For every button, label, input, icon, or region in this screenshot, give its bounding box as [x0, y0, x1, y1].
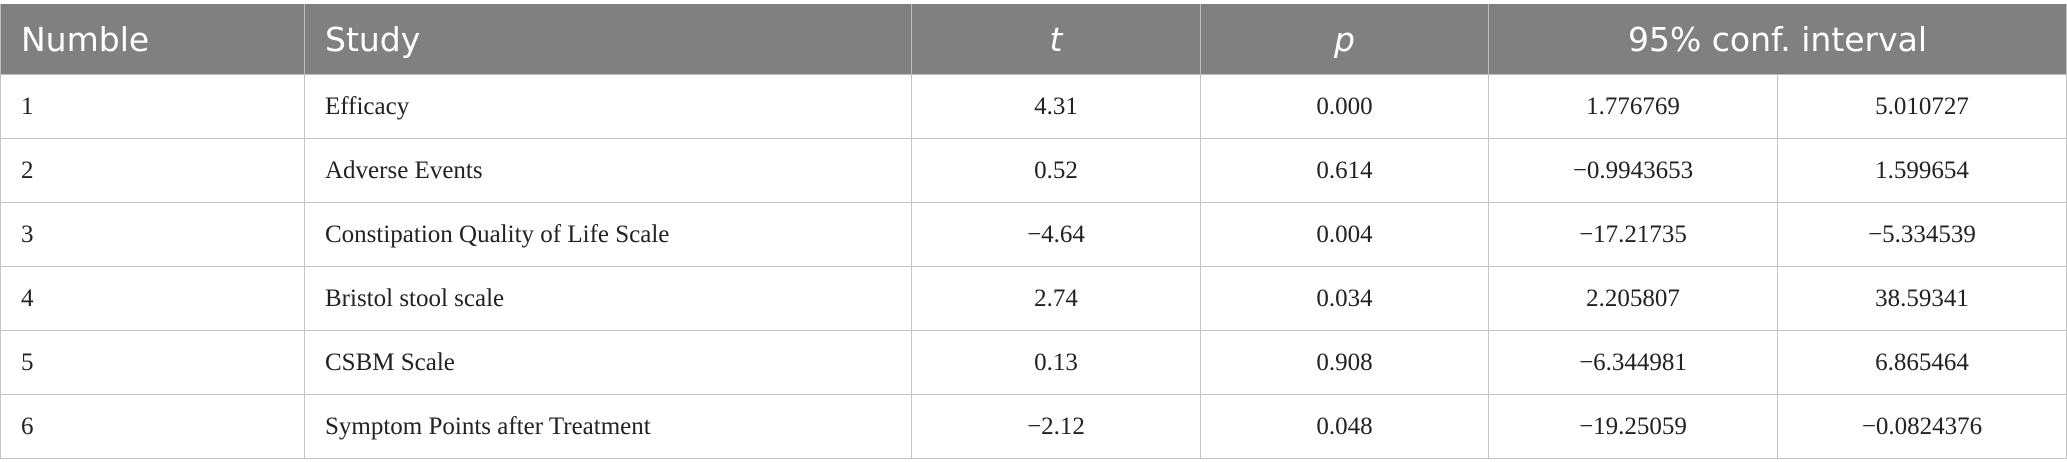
results-table: Numble Study t p 95% conf. interval 1 Efficac…	[0, 4, 2067, 459]
table-cell: −6.344981	[1488, 330, 1778, 395]
table-cell: 0.614	[1200, 138, 1489, 203]
table-cell: −17.21735	[1488, 202, 1778, 267]
table-cell: Adverse Events	[304, 138, 912, 203]
table-cell: −19.25059	[1488, 394, 1778, 459]
table-cell: Constipation Quality of Life Scale	[304, 202, 912, 267]
table-cell: −5.334539	[1776, 202, 2067, 267]
table-cell: 0.000	[1200, 74, 1489, 139]
table-cell: 5.010727	[1776, 74, 2067, 139]
table-cell: 1	[0, 74, 305, 139]
table-cell: 6	[0, 394, 305, 459]
table-cell: 0.004	[1200, 202, 1489, 267]
table-cell: 3	[0, 202, 305, 267]
table-cell: −2.12	[911, 394, 1201, 459]
header-cell: p	[1200, 4, 1489, 75]
header-cell: Study	[304, 4, 912, 75]
table-cell: 4.31	[911, 74, 1201, 139]
header-cell: t	[911, 4, 1201, 75]
table-row: 3 Constipation Quality of Life Scale −4.64…	[0, 202, 2067, 267]
table-cell: 2	[0, 138, 305, 203]
table-cell: CSBM Scale	[304, 330, 912, 395]
table-cell: 0.048	[1200, 394, 1489, 459]
table-cell: −0.9943653	[1488, 138, 1778, 203]
table-cell: −4.64	[911, 202, 1201, 267]
table-row: 1 Efficacy 4.31 0.000 1.776769 5.010727	[0, 74, 2067, 139]
table-body: 1 Efficacy 4.31 0.000 1.776769 5.010727 2 Adver…	[0, 74, 2067, 459]
table-cell: 0.034	[1200, 266, 1489, 331]
header-cell: Numble	[0, 4, 305, 75]
table-cell: 2.205807	[1488, 266, 1778, 331]
table-row: 6 Symptom Points after Treatment −2.12 0.04…	[0, 394, 2067, 459]
table-cell: 1.599654	[1776, 138, 2067, 203]
table-cell: 0.13	[911, 330, 1201, 395]
table-row: 4 Bristol stool scale 2.74 0.034 2.205807 38.…	[0, 266, 2067, 331]
table-row: 5 CSBM Scale 0.13 0.908 −6.344981 6.865464	[0, 330, 2067, 395]
table-cell: 1.776769	[1488, 74, 1778, 139]
table-cell: 0.52	[911, 138, 1201, 203]
table-cell: Symptom Points after Treatment	[304, 394, 912, 459]
table-cell: 5	[0, 330, 305, 395]
table-cell: Efficacy	[304, 74, 912, 139]
header-cell: 95% conf. interval	[1487, 4, 2067, 75]
table-row: 2 Adverse Events 0.52 0.614 −0.9943653 1.5996…	[0, 138, 2067, 203]
table-cell: Bristol stool scale	[304, 266, 912, 331]
table-cell: −0.0824376	[1776, 394, 2067, 459]
table-cell: 4	[0, 266, 305, 331]
table-cell: 2.74	[911, 266, 1201, 331]
table-cell: 6.865464	[1776, 330, 2067, 395]
table-cell: 38.59341	[1776, 266, 2067, 331]
table-cell: 0.908	[1200, 330, 1489, 395]
header-row: Numble Study t p 95% conf. interval	[0, 4, 2067, 75]
